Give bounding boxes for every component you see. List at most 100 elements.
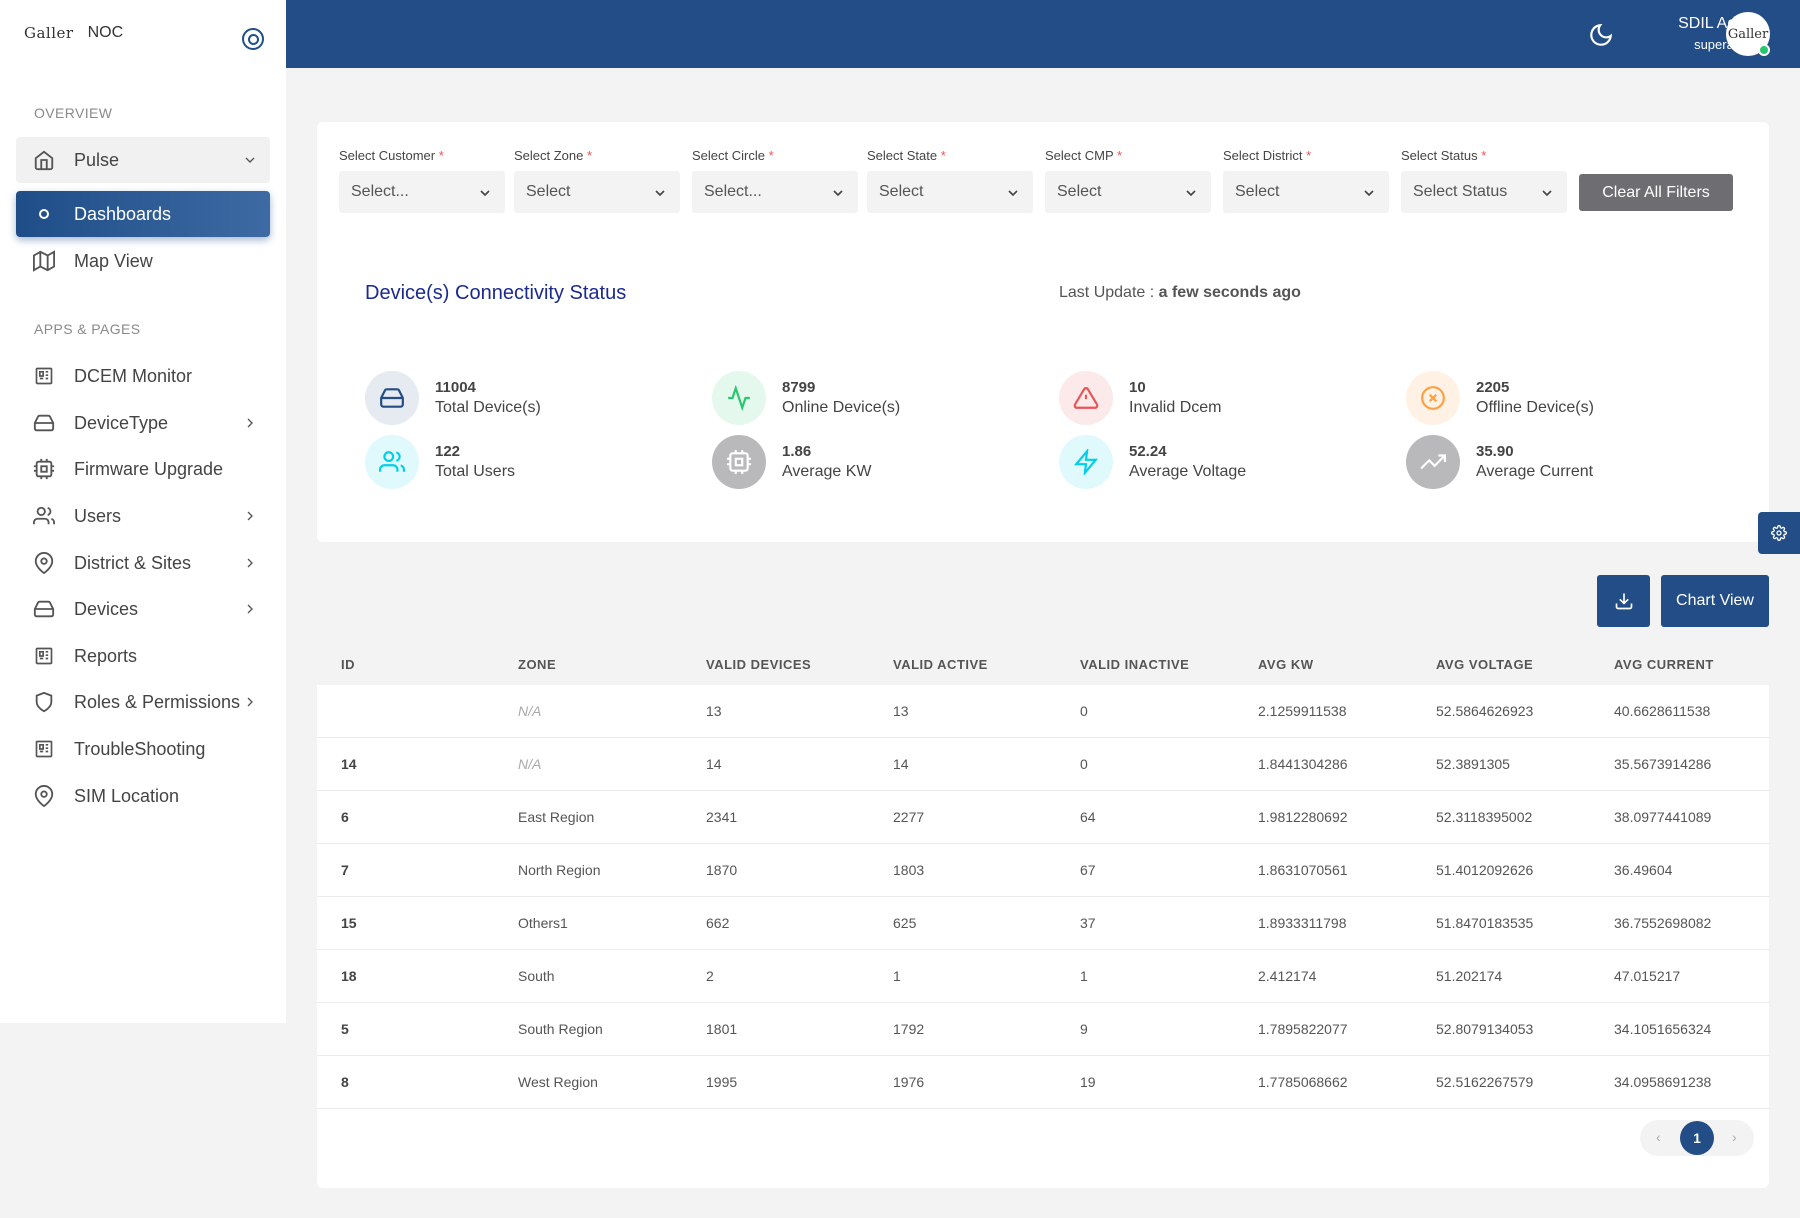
col-avg-voltage[interactable]: AVG VOLTAGE [1436,657,1534,672]
table-cell: 662 [706,915,730,931]
col-zone[interactable]: ZONE [518,657,557,672]
select-cmp[interactable]: Select [1045,171,1211,213]
filter-label-zone: Select Zone * [514,148,593,163]
moon-icon[interactable] [1588,22,1614,48]
table-cell: 2277 [893,809,925,825]
sidebar-item-roles-permissions[interactable]: Roles & Permissions [16,679,270,725]
chevron-down-icon [655,190,665,197]
alert-triangle-icon [1059,371,1113,425]
stat-value: 122 [435,443,461,460]
online-status-dot [1758,44,1770,56]
sidebar-item-label: Roles & Permissions [74,691,241,712]
stat-label: Invalid Dcem [1129,399,1222,416]
table-row[interactable]: N/A 13 13 0 2.1259911538 52.5864626923 40.6628… [317,685,1769,738]
col-valid-devices[interactable]: VALID DEVICES [706,657,812,672]
stat-label: Average KW [782,463,872,480]
sidebar-item-map-view[interactable]: Map View [16,238,270,284]
map-pin-icon [32,551,56,575]
select-district[interactable]: Select [1223,171,1389,213]
table-cell: 14 [893,756,909,772]
map-icon [32,249,56,273]
stat-average-current: 35.90 Average Current [1406,435,1706,489]
table-row[interactable]: 7 North Region 1870 1803 67 1.8631070561 51.40… [317,844,1769,897]
table-cell: 18 [341,968,357,984]
users-icon [365,435,419,489]
table-cell: 2.1259911538 [1258,703,1347,719]
sidebar-item-firmware-upgrade[interactable]: Firmware Upgrade [16,446,270,492]
hard-drive-icon [32,597,56,621]
table-cell: 2 [706,968,714,984]
chevron-right-icon [247,604,253,614]
sidebar-item-troubleshooting[interactable]: TroubleShooting [16,726,270,772]
select-customer[interactable]: Select... [339,171,505,213]
select-state[interactable]: Select [867,171,1033,213]
filter-label-state: Select State * [867,148,946,163]
sidebar-item-pulse[interactable]: Pulse [16,137,270,183]
chart-view-button[interactable]: Chart View [1661,575,1769,627]
table-row[interactable]: 14 N/A 14 14 0 1.8441304286 52.3891305 35.56739… [317,738,1769,791]
select-circle[interactable]: Select... [692,171,858,213]
chevron-down-icon [245,157,255,163]
filters-status-card: Select Customer * Select... Select Zone … [317,122,1769,542]
stat-value: 1.86 [782,443,812,460]
sidebar-item-devices[interactable]: Devices [16,586,270,632]
sidebar-item-users[interactable]: Users [16,493,270,539]
chevron-right-icon [247,418,253,428]
table-cell: 13 [706,703,722,719]
hard-drive-icon [32,411,56,435]
col-valid-active[interactable]: VALID ACTIVE [893,657,988,672]
sidebar-item-dashboards[interactable]: Dashboards [16,191,270,237]
chevron-right-icon [247,511,253,521]
customizer-gear-icon[interactable] [1758,512,1800,554]
table-header: ID ZONE VALID DEVICES VALID ACTIVE VALID… [317,643,1769,685]
select-zone[interactable]: Select [514,171,680,213]
table-row[interactable]: 6 East Region 2341 2277 64 1.9812280692 52.311… [317,791,1769,844]
stat-value: 8799 [782,379,816,396]
table-cell: 64 [1080,809,1096,825]
table-row[interactable]: 15 Others1 662 625 37 1.8933311798 51.84701835… [317,897,1769,950]
table-cell: 52.3891305 [1436,756,1510,772]
table-cell: 1.9812280692 [1258,809,1348,825]
sidebar-toggle-icon[interactable] [242,28,264,50]
sidebar-item-reports[interactable]: Reports [16,633,270,679]
brand[interactable]: Galler NOC [24,24,123,42]
pagination-next[interactable]: › [1732,1129,1737,1145]
table-cell: 34.0958691238 [1614,1074,1712,1090]
sidebar-item-label: Reports [74,645,138,666]
table-cell: 1 [1080,968,1088,984]
table-cell: East Region [518,809,595,825]
table-row[interactable]: 18 South 2 1 1 2.412174 51.202174 47.015217 [317,950,1769,1003]
zap-icon [1059,435,1113,489]
table-cell: 34.1051656324 [1614,1021,1712,1037]
table-cell: 2.412174 [1258,968,1317,984]
col-valid-inactive[interactable]: VALID INACTIVE [1080,657,1190,672]
sidebar-item-dcem-monitor[interactable]: DCEM Monitor [16,353,270,399]
download-button[interactable] [1597,575,1650,627]
table-cell: 52.3118395002 [1436,809,1533,825]
table-row[interactable]: 5 South Region 1801 1792 9 1.7895822077 52.807… [317,1003,1769,1056]
table-cell: 13 [893,703,909,719]
table-cell: North Region [518,862,601,878]
grid-icon [32,644,56,668]
col-id[interactable]: ID [341,657,355,672]
sidebar-item-label: Pulse [74,149,120,170]
pagination-page-1[interactable]: 1 [1680,1121,1714,1155]
sidebar-item-district-sites[interactable]: District & Sites [16,540,270,586]
sidebar-item-sim-location[interactable]: SIM Location [16,773,270,819]
table-cell: 5 [341,1021,349,1037]
table-cell: 52.5864626923 [1436,703,1534,719]
sidebar-item-devicetype[interactable]: DeviceType [16,400,270,446]
stat-total-users: 122 Total Users [365,435,665,489]
col-avg-kw[interactable]: AVG KW [1258,657,1314,672]
clear-all-filters-button[interactable]: Clear All Filters [1579,174,1733,211]
select-status[interactable]: Select Status [1401,171,1567,213]
table-row[interactable]: 8 West Region 1995 1976 19 1.7785068662 52.516… [317,1056,1769,1109]
table-cell: 15 [341,915,357,931]
col-avg-current[interactable]: AVG CURRENT [1614,657,1714,672]
home-icon [32,148,56,172]
stat-label: Average Current [1476,463,1594,480]
stat-average-kw: 1.86 Average KW [712,435,1012,489]
pagination-prev[interactable]: ‹ [1656,1129,1661,1145]
chevron-right-icon [247,697,253,707]
sidebar-item-label: DCEM Monitor [74,365,193,386]
